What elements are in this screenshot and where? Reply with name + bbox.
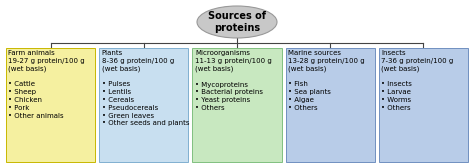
FancyBboxPatch shape xyxy=(379,48,468,162)
FancyBboxPatch shape xyxy=(192,48,282,162)
Text: Marine sources
13-28 g protein/100 g
(wet basis)

• Fish
• Sea plants
• Algae
• : Marine sources 13-28 g protein/100 g (we… xyxy=(288,50,365,111)
Ellipse shape xyxy=(197,6,277,38)
FancyBboxPatch shape xyxy=(286,48,375,162)
FancyBboxPatch shape xyxy=(99,48,188,162)
Text: Insects
7-36 g protein/100 g
(wet basis)

• Insects
• Larvae
• Worms
• Others: Insects 7-36 g protein/100 g (wet basis)… xyxy=(381,50,454,111)
FancyBboxPatch shape xyxy=(6,48,95,162)
Text: Plants
8-36 g protein/100 g
(wet basis)

• Pulses
• Lentils
• Cereals
• Pseudoce: Plants 8-36 g protein/100 g (wet basis) … xyxy=(102,50,189,126)
Text: Sources of
proteins: Sources of proteins xyxy=(208,11,266,33)
Text: Microorganisms
11-13 g protein/100 g
(wet basis)

• Mycoproteins
• Bacterial pro: Microorganisms 11-13 g protein/100 g (we… xyxy=(195,50,272,111)
Text: Farm animals
19-27 g protein/100 g
(wet basis)

• Cattle
• Sheep
• Chicken
• Por: Farm animals 19-27 g protein/100 g (wet … xyxy=(9,50,85,119)
